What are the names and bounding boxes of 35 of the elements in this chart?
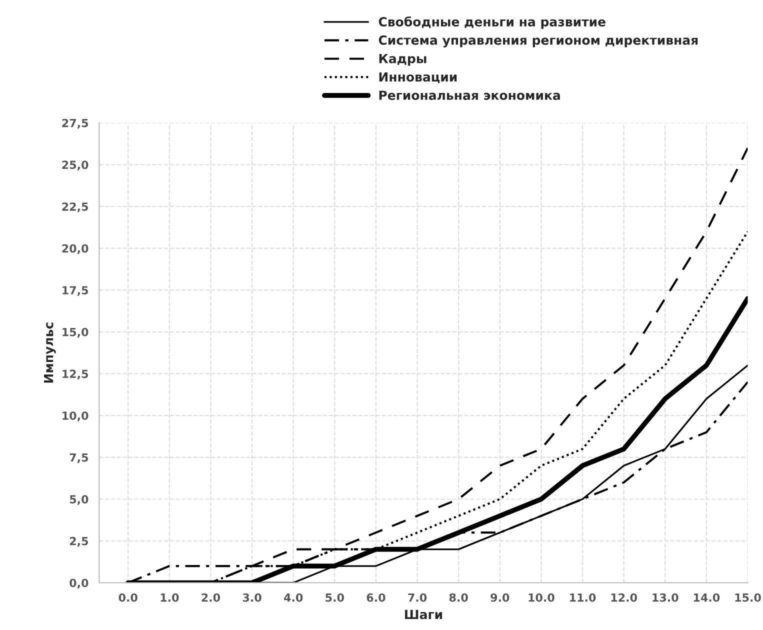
x-tick-label: 11.0 [570,593,596,602]
x-tick-label: 1.0 [160,593,179,602]
x-tick-label: 14.0 [694,593,720,602]
y-tick-label: 20,0 [62,244,88,254]
y-tick-label: 27,5 [62,118,88,129]
y-tick-label: 5,0 [70,495,88,505]
y-tick-label: 25,0 [62,160,88,170]
y-tick-label: 15,0 [62,328,88,338]
x-tick-label: 7.0 [408,593,427,602]
legend-label: Свободные деньги на развитие [378,16,606,29]
legend-label: Инновации [379,72,457,84]
y-tick-label: 2,5 [70,536,88,547]
x-tick-label: 6.0 [366,593,386,602]
x-tick-label: 8.0 [449,593,468,602]
y-axis-title: Импульс [44,322,56,383]
legend-label: Система управления регионом директивная [378,35,698,48]
legend-label: Региональная экономика [379,90,560,100]
x-axis-title: Шаги [405,610,442,620]
x-tick-label: 15.0 [735,593,761,602]
y-tick-label: 7,5 [70,453,88,464]
x-tick-label: 2.0 [202,593,220,602]
y-tick-label: 0,0 [70,578,88,589]
y-tick-label: 17,5 [62,286,88,296]
x-tick-label: 9.0 [490,593,510,602]
x-tick-label: 13.0 [652,593,678,602]
y-tick-label: 10,0 [62,411,88,422]
x-tick-label: 5.0 [326,593,344,602]
y-tick-label: 12,5 [62,370,88,380]
x-tick-label: 3.0 [242,593,262,602]
x-tick-label: 0.0 [118,593,138,602]
legend-label: Кадры [379,54,426,66]
y-tick-label: 22,5 [62,202,88,212]
x-tick-label: 12.0 [611,593,637,602]
x-tick-label: 4.0 [284,593,303,602]
x-tick-label: 10.0 [528,593,554,602]
